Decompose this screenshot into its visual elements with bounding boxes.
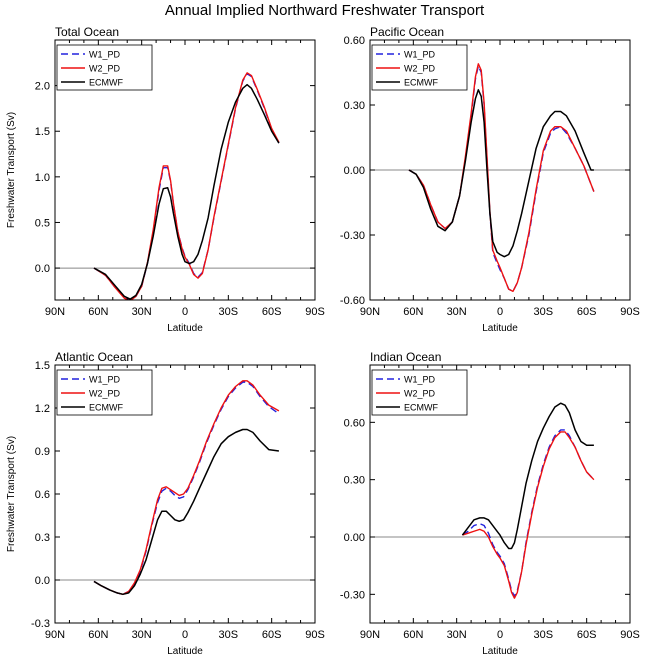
series-w1-pd-line [93, 73, 280, 300]
x-tick-label: 90S [620, 306, 640, 318]
atlantic-panel: 90N 60N 30N 0 30S 60S 90S -0.3 0.0 0.3 0.6 0.9 1.2 1.… [6, 350, 325, 657]
panel-title: Indian Ocean [370, 350, 441, 364]
x-axis-label: Latitude [482, 323, 518, 334]
panel-title: Pacific Ocean [370, 25, 444, 39]
x-tick-label: 30S [219, 306, 239, 318]
legend-label: ECMWF [89, 78, 123, 88]
y-tick-label: 0.60 [344, 35, 365, 47]
legend-label: W1_PD [89, 50, 121, 60]
series-ecmwf-line [408, 89, 594, 258]
x-axis-label: Latitude [167, 646, 203, 657]
x-tick-label: 30S [534, 629, 554, 641]
x-tick-label: 60N [403, 629, 423, 641]
legend: W1_PD W2_PD ECMWF [371, 44, 468, 91]
y-tick-label: -0.30 [340, 230, 365, 242]
y-tick-label: 0.6 [35, 489, 50, 501]
legend: W1_PD W2_PD ECMWF [371, 369, 468, 416]
series-w2-pd-line [462, 431, 595, 599]
y-tick-label: 0.30 [344, 100, 365, 112]
x-tick-label: 30S [534, 306, 554, 318]
y-tick-label: -0.30 [340, 589, 365, 601]
legend-label: ECMWF [404, 78, 438, 88]
x-tick-label: 0 [182, 306, 188, 318]
x-tick-label: 60N [88, 306, 108, 318]
y-tick-label: 1.2 [35, 403, 50, 415]
y-tick-label: 0.60 [344, 417, 365, 429]
x-tick-label: 30N [447, 629, 467, 641]
y-tick-label: 0.30 [344, 475, 365, 487]
indian-panel: 90N 60N 30N 0 30S 60S 90S -0.30 0.00 0.30 0.60 Indi… [340, 350, 640, 657]
x-tick-label: 0 [182, 629, 188, 641]
y-tick-label: -0.60 [340, 295, 365, 307]
x-tick-label: 90S [305, 629, 325, 641]
legend-label: W2_PD [404, 64, 436, 74]
series-ecmwf-line [93, 83, 280, 300]
x-tick-label: 30S [219, 629, 239, 641]
legend-label: ECMWF [404, 403, 438, 413]
x-axis-label: Latitude [167, 323, 203, 334]
legend-label: W1_PD [404, 50, 436, 60]
panel-title: Total Ocean [55, 25, 119, 39]
x-tick-label: 90S [620, 629, 640, 641]
x-tick-label: 90N [45, 629, 65, 641]
series-ecmwf-line [93, 428, 279, 596]
series-w1-pd-line [462, 429, 595, 597]
legend-label: W1_PD [89, 375, 121, 385]
x-tick-label: 90N [360, 629, 380, 641]
x-tick-label: 60S [577, 629, 597, 641]
x-tick-label: 90S [305, 306, 325, 318]
x-tick-label: 30N [132, 306, 152, 318]
y-tick-label: 0.00 [344, 532, 365, 544]
x-tick-label: 60N [88, 629, 108, 641]
x-tick-label: 60S [262, 629, 282, 641]
series-w1-pd-line [408, 65, 595, 293]
x-tick-label: 90N [45, 306, 65, 318]
legend: W1_PD W2_PD ECMWF [56, 369, 153, 416]
y-tick-label: 2.0 [35, 81, 50, 93]
x-tick-label: 60N [403, 306, 423, 318]
legend: W1_PD W2_PD ECMWF [56, 44, 153, 91]
legend-label: W2_PD [89, 64, 121, 74]
x-tick-label: 90N [360, 306, 380, 318]
series-w2-pd-line [408, 63, 595, 293]
x-tick-label: 30N [132, 629, 152, 641]
x-tick-label: 60S [577, 306, 597, 318]
pacific-panel: 90N 60N 30N 0 30S 60S 90S -0.60 -0.30 0.00 0.30 0.6… [340, 25, 640, 334]
legend-label: W2_PD [404, 389, 436, 399]
y-tick-label: -0.3 [31, 618, 50, 630]
x-axis-label: Latitude [482, 646, 518, 657]
total-panel: 90N 60N 30N 0 30S 60S 90S 0.0 0.5 1.0 1.5 2.0 Total … [6, 25, 325, 334]
figure-title: Annual Implied Northward Freshwater Tran… [164, 2, 485, 19]
y-tick-label: 0.3 [35, 532, 50, 544]
y-axis-label: Freshwater Transport (Sv) [6, 112, 17, 228]
y-tick-label: 0.0 [35, 263, 50, 275]
x-tick-label: 0 [497, 629, 503, 641]
y-tick-label: 0.9 [35, 446, 50, 458]
x-tick-label: 60S [262, 306, 282, 318]
y-tick-label: 1.0 [35, 172, 50, 184]
series-w2-pd-line [93, 380, 280, 596]
x-tick-label: 0 [497, 306, 503, 318]
y-tick-label: 1.5 [35, 126, 50, 138]
y-tick-label: 0.00 [344, 165, 365, 177]
y-axis-label: Freshwater Transport (Sv) [6, 436, 17, 552]
panel-title: Atlantic Ocean [55, 350, 133, 364]
x-tick-label: 30N [447, 306, 467, 318]
legend-label: W1_PD [404, 375, 436, 385]
series-w2-pd-line [93, 72, 280, 300]
y-tick-label: 0.0 [35, 575, 50, 587]
y-tick-label: 0.5 [35, 217, 50, 229]
series-ecmwf-line [461, 402, 594, 550]
y-tick-label: 1.5 [35, 360, 50, 372]
legend-label: W2_PD [89, 389, 121, 399]
legend-label: ECMWF [89, 403, 123, 413]
